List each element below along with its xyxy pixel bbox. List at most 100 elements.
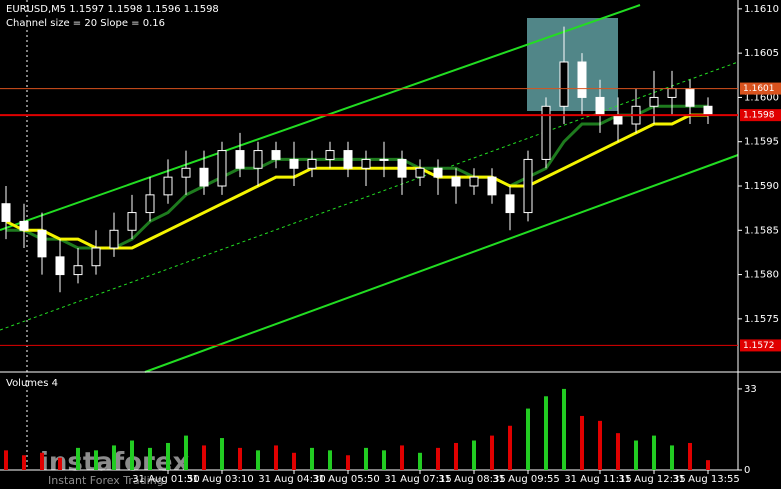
candle-body [145, 194, 155, 214]
channel-middle [0, 61, 739, 331]
candle-body [253, 150, 263, 169]
x-tick-label: 31 Aug 09:55 [492, 474, 559, 485]
candle-body [559, 61, 569, 107]
volume-bar [292, 452, 296, 470]
x-tick-label: 31 Aug 03:10 [186, 474, 253, 485]
channel-lower [144, 154, 739, 373]
volume-bar [58, 457, 62, 470]
volume-bar [130, 440, 134, 470]
candle-body [199, 167, 209, 187]
volume-bar [526, 408, 530, 470]
level-box [740, 339, 781, 352]
x-tick-label: 31 Aug 07:15 [384, 474, 451, 485]
candle-body [613, 114, 623, 125]
volume-bar [238, 447, 242, 470]
y-tick-label: 1.1600 [744, 92, 779, 103]
volume-bar [652, 435, 656, 470]
volume-bar [688, 442, 692, 470]
volume-bar [670, 445, 674, 470]
candle-body [541, 105, 551, 160]
volume-bar [544, 396, 548, 470]
candle-body [649, 96, 659, 107]
volume-bar [364, 447, 368, 470]
candle-body [361, 158, 371, 169]
volume-bar [112, 445, 116, 470]
candle-body [397, 158, 407, 178]
volume-bar [328, 450, 332, 470]
candle-body [577, 61, 587, 98]
level-box [740, 109, 781, 122]
volume-bar [184, 435, 188, 470]
volume-bar [274, 445, 278, 470]
candle-body [235, 150, 245, 169]
candle-body [73, 265, 83, 276]
channel-upper [0, 4, 641, 231]
candle-body [271, 150, 281, 160]
volume-bar [166, 442, 170, 470]
candle-body [91, 247, 101, 267]
highlight-box [527, 18, 618, 111]
volume-bar [148, 447, 152, 470]
x-tick-label: 31 Aug 08:35 [438, 474, 505, 485]
volume-bar [76, 447, 80, 470]
candle-body [55, 256, 65, 276]
candle-body [325, 150, 335, 160]
volume-bar [436, 447, 440, 470]
x-tick-label: 31 Aug 11:15 [564, 474, 631, 485]
level-label: 1.1598 [743, 111, 775, 121]
volume-bar [94, 450, 98, 470]
candle-body [343, 150, 353, 169]
candle-body [685, 88, 695, 107]
moving-average [5, 113, 708, 250]
volume-label: Volumes 4 [6, 378, 58, 389]
vol-tick-label: 0 [744, 465, 750, 476]
x-tick-label: 31 Aug 12:35 [618, 474, 685, 485]
volume-bar [310, 447, 314, 470]
candle-body [127, 212, 137, 231]
volume-bar [400, 445, 404, 470]
candle-body [451, 176, 461, 187]
candle-body [415, 167, 425, 178]
level-label: 1.1601 [743, 84, 775, 94]
candle-body [181, 167, 191, 178]
y-tick-label: 1.1580 [744, 270, 779, 281]
candle-body [487, 176, 497, 196]
candle-body [289, 158, 299, 169]
candle-body [523, 158, 533, 214]
candle-body [217, 150, 227, 187]
y-tick-label: 1.1575 [744, 314, 779, 325]
y-tick-label: 1.1590 [744, 181, 779, 192]
volume-bar [4, 450, 8, 470]
volume-bar [616, 433, 620, 470]
price-panel [0, 0, 739, 470]
volume-bar [706, 460, 710, 470]
volume-bar [508, 425, 512, 470]
vol-tick-label: 33 [744, 384, 757, 395]
x-tick-label: 31 Aug 05:50 [312, 474, 379, 485]
volume-bar [490, 435, 494, 470]
candle-body [37, 229, 47, 258]
volume-bar [598, 420, 602, 470]
candle-body [19, 220, 29, 231]
candle-body [703, 105, 713, 116]
x-tick-label: 31 Aug 01:50 [132, 474, 199, 485]
watermark-tagline: Instant Forex Trading [48, 474, 164, 487]
candle-body [667, 88, 677, 98]
x-tick-label: 31 Aug 13:55 [672, 474, 739, 485]
candle-body [595, 96, 605, 116]
candle-body [307, 158, 317, 169]
y-tick-label: 1.1585 [744, 225, 779, 236]
volume-bar [472, 440, 476, 470]
level-box [740, 82, 781, 95]
y-tick-label: 1.1610 [744, 4, 779, 15]
volume-bar [418, 452, 422, 470]
level-label: 1.1572 [743, 341, 775, 351]
volume-bar [256, 450, 260, 470]
moving-average [6, 104, 708, 250]
y-tick-label: 1.1605 [744, 48, 779, 59]
volume-bar [580, 415, 584, 470]
volume-bar [562, 388, 566, 470]
candle-body [433, 167, 443, 178]
volume-bar [634, 440, 638, 470]
